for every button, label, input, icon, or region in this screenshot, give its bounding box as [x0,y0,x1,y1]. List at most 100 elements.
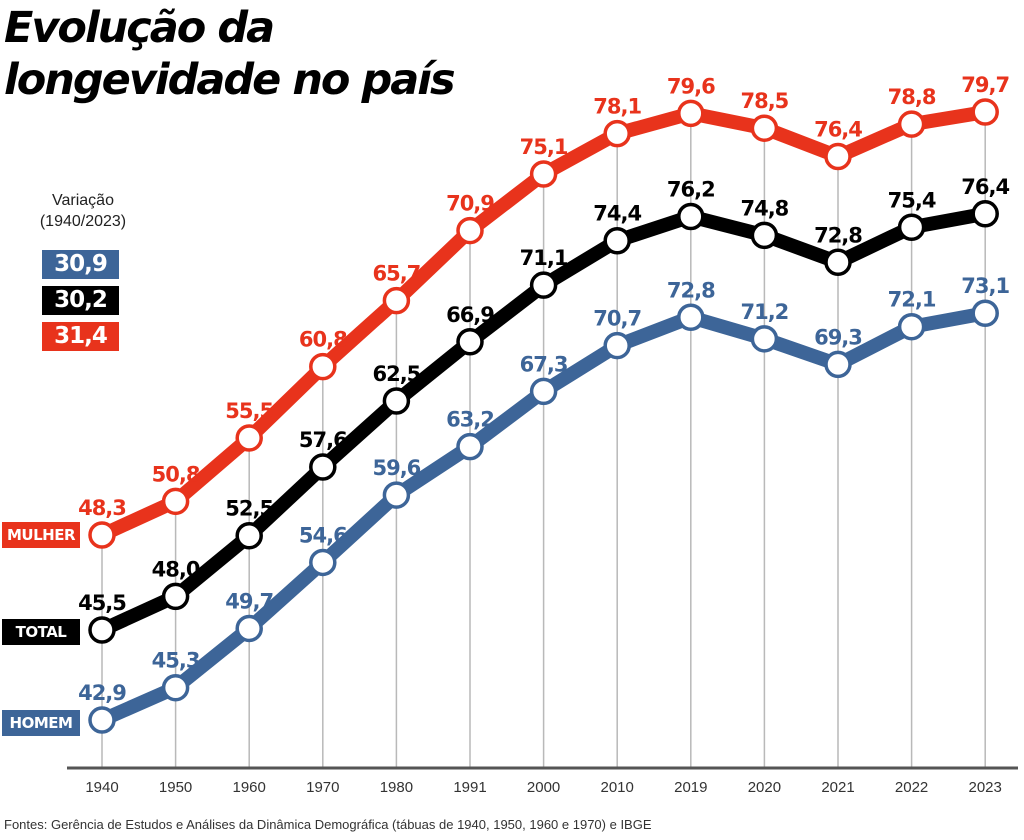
data-label: 42,9 [78,681,126,705]
data-point-marker [382,286,411,315]
x-tick-labels: 1940 1950 1960 1970 1980 1991 2000 2010 2019 2020… [85,779,1002,796]
data-point-marker [824,248,852,277]
data-label: 75,1 [520,135,568,159]
data-point-marker [456,432,484,461]
data-label: 45,5 [78,591,126,615]
data-label: 70,9 [446,192,494,216]
variation-heading: Variação (1940/2023) [28,190,138,232]
data-point-marker [529,377,558,406]
x-tick-label: 1950 [159,779,192,796]
x-tick-label: 1960 [233,779,266,796]
x-tick-label: 1970 [306,779,339,796]
variation-heading-line-1: Variação [52,192,114,209]
data-label: 70,7 [593,307,641,331]
x-tick-label: 1980 [380,779,413,796]
variation-value-mulher: 31,4 [42,322,119,351]
series-tag-homem: HOMEM [2,710,80,736]
data-point-marker [750,325,779,353]
data-point-marker [897,213,926,242]
variation-value-total: 30,2 [42,286,119,315]
data-point-marker [897,312,926,341]
data-point-marker [88,706,116,734]
data-label: 76,4 [961,175,1009,199]
series-tag-mulher: MULHER [2,522,80,548]
data-label: 54,6 [299,523,347,547]
data-point-marker [235,424,263,452]
data-label: 65,7 [372,262,420,286]
x-tick-label: 2019 [674,779,707,796]
data-label: 73,1 [961,274,1009,298]
data-point-marker [897,110,926,138]
data-point-marker [971,98,999,126]
data-label: 49,7 [225,589,273,613]
data-point-marker [309,352,337,381]
data-point-marker [161,673,190,702]
data-point-marker [750,114,779,142]
x-tick-label: 1940 [85,779,118,796]
data-point-marker [824,350,852,379]
data-label: 79,6 [667,74,715,98]
data-point-marker [235,614,263,643]
data-point-marker [529,160,558,188]
data-label: 66,9 [446,303,494,327]
data-label: 60,8 [299,328,347,352]
chart-title: Evolução da longevidade no país [4,2,456,106]
data-label: 72,1 [888,288,936,312]
x-tick-label: 2021 [821,779,854,796]
data-label: 72,8 [814,223,862,247]
data-label: 62,5 [372,362,420,386]
data-point-marker [677,99,705,128]
data-point-marker [677,202,705,231]
data-label: 74,8 [740,196,788,220]
data-point-marker [309,453,337,481]
data-point-marker [677,303,705,332]
data-label: 57,6 [299,428,347,452]
x-tick-label: 2000 [527,779,560,796]
series-markers [88,98,999,734]
data-point-marker [456,216,484,245]
data-point-marker [529,271,558,299]
data-point-marker [382,481,411,509]
variation-value-homem: 30,9 [42,250,119,279]
data-label: 75,4 [888,188,936,212]
data-label: 79,7 [961,73,1009,97]
data-label: 55,5 [225,399,273,423]
data-label: 78,5 [740,89,788,113]
title-line-1: Evolução da [4,3,275,53]
data-point-marker [603,331,631,360]
data-point-marker [88,521,116,549]
x-tick-label: 2023 [969,779,1002,796]
data-point-marker [603,119,631,148]
data-point-marker [88,616,116,644]
data-label: 45,3 [152,649,200,673]
data-label: 71,2 [740,300,788,324]
data-label: 48,3 [78,496,126,520]
data-label: 67,3 [520,352,568,376]
data-point-marker [161,487,190,516]
data-label: 52,5 [225,497,273,521]
data-point-marker [971,200,999,228]
data-label: 50,8 [152,462,200,486]
data-point-marker [971,299,999,327]
x-tick-label: 2010 [601,779,634,796]
gridlines [101,112,986,768]
data-point-marker [309,548,337,577]
data-point-marker [382,387,411,415]
data-point-marker [456,328,484,356]
x-tick-label: 1991 [453,779,486,796]
data-point-marker [161,582,190,611]
data-labels: 48,3 50,8 55,5 60,8 65,7 70,9 75,1 78,1 79,6 78,5… [78,73,1010,705]
data-label: 69,3 [814,325,862,349]
data-point-marker [235,521,263,550]
data-label: 78,1 [593,95,641,119]
data-label: 74,4 [593,202,641,226]
data-point-marker [603,226,631,255]
data-label: 76,2 [667,177,715,201]
data-point-marker [824,142,852,171]
source-note: Fontes: Gerência de Estudos e Análises d… [4,817,652,832]
data-label: 59,6 [372,456,420,480]
data-point-marker [750,221,779,250]
title-line-2: longevidade no país [4,55,456,105]
series-tag-total: TOTAL [2,619,80,645]
